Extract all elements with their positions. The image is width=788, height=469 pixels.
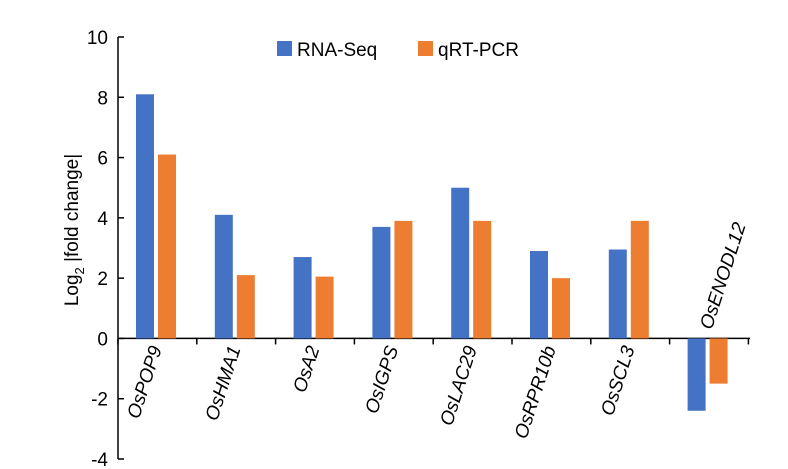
bars — [136, 94, 728, 411]
y-axis-label: Log2 |fold change| — [62, 154, 87, 306]
bar-qrt-pcr-osrpr10b — [552, 278, 570, 339]
y-tick-label: 2 — [97, 269, 108, 290]
category-label: OsENODL12 — [696, 220, 750, 332]
category-label: OsSCL3 — [597, 343, 639, 418]
bar-rna-seq-osigps — [372, 226, 391, 339]
bar-rna-seq-ospop9 — [136, 94, 154, 339]
bar-rna-seq-osscl3 — [608, 249, 627, 339]
category-label: OsIGPS — [362, 343, 404, 416]
y-tick-label: 10 — [87, 28, 108, 49]
legend-label: RNA-Seq — [297, 40, 377, 61]
y-tick-label: -4 — [91, 450, 108, 469]
legend: RNA-Seq qRT-PCR — [277, 40, 519, 61]
bar-qrt-pcr-ospop9 — [158, 154, 176, 339]
bar-qrt-pcr-osscl3 — [630, 220, 649, 339]
bar-qrt-pcr-oshma1 — [236, 275, 255, 339]
y-tick-label: -2 — [91, 390, 108, 411]
y-tick-label: 4 — [97, 209, 108, 230]
x-axis — [117, 337, 750, 345]
bar-qrt-pcr-osigps — [394, 220, 413, 339]
bar-rna-seq-osrpr10b — [530, 251, 548, 339]
bar-rna-seq-oshma1 — [214, 214, 233, 339]
category-label: OsRPR10b — [511, 343, 561, 441]
legend-label: qRT-PCR — [438, 40, 519, 61]
bar-rna-seq-osa2 — [293, 257, 312, 339]
category-label: OsPOP9 — [124, 343, 167, 421]
bar-qrt-pcr-osenodl12 — [709, 338, 728, 384]
y-axis: -4 -2 0 2 4 6 8 10 — [87, 28, 124, 469]
legend-swatch — [277, 41, 292, 56]
category-label: OsHMA1 — [202, 343, 246, 423]
y-tick-label: 0 — [97, 329, 108, 350]
y-tick-label: 6 — [97, 149, 108, 170]
category-label: OsA2 — [290, 343, 325, 395]
legend-swatch — [418, 41, 433, 56]
category-label: OsLAC29 — [437, 343, 483, 428]
bar-rna-seq-oslac29 — [451, 187, 470, 339]
bar-qrt-pcr-osa2 — [315, 276, 334, 339]
bar-rna-seq-osenodl12 — [687, 338, 706, 411]
y-tick-label: 8 — [97, 88, 108, 109]
bar-qrt-pcr-oslac29 — [473, 220, 492, 339]
